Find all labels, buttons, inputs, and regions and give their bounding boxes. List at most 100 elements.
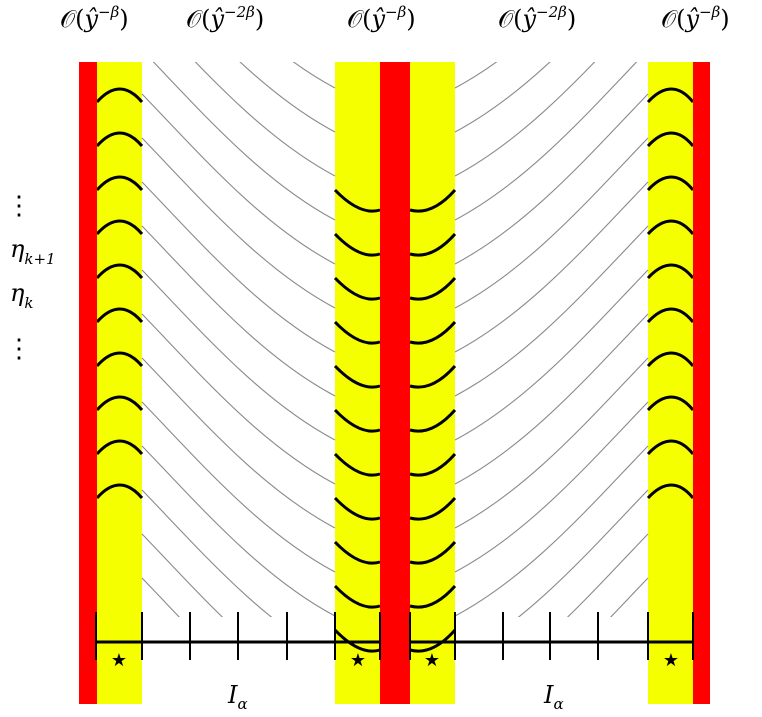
thin-curve-left [141,357,336,529]
thin-curve-left [141,533,224,617]
thin-curve-right [454,401,649,573]
thick-arc-left [95,263,144,280]
thin-curve-right [454,93,649,265]
thin-curve-left [141,577,180,617]
dots-bottom: ⋮ [6,334,32,364]
thick-arc-center-left [333,232,381,257]
thick-arc-center-left [333,276,381,301]
star-marker: ★ [111,650,127,671]
thin-curve-right [454,62,596,177]
thin-curve-right [454,62,638,221]
thin-curve-left [141,401,336,573]
thin-curve-right [454,62,498,89]
thick-level-arcs [95,87,695,653]
thick-arc-center-left [333,584,381,609]
star-marker: ★ [663,650,679,671]
thick-arc-center-left [333,452,381,477]
thick-arc-right [646,87,695,104]
thick-arc-center-left [333,188,381,213]
top-label-1: 𝒪(ŷ−β) [60,3,129,33]
thin-curve-left [141,445,336,617]
thin-level-curves [141,62,649,617]
thick-arc-center-left [333,628,381,653]
thin-curve-right [454,181,649,353]
thick-arc-left [95,439,144,456]
thick-arc-right [646,131,695,148]
top-label-3: 𝒪(ŷ−β) [347,3,416,33]
thick-arc-center-right [409,365,457,389]
thick-arc-left [95,219,144,236]
thin-curve-right [454,313,649,485]
thick-arc-center-right [409,321,457,345]
thick-arc-center-left [333,540,381,565]
thick-arc-center-right [409,409,457,433]
label-eta-k: ηk [10,279,33,312]
thick-arc-center-left [333,320,381,345]
interval-label-left: Iα [227,681,248,713]
thick-arc-right [646,307,695,324]
thick-arc-right [646,439,695,456]
thick-arc-right [646,483,695,500]
star-marker: ★ [350,650,366,671]
thick-arc-left [95,131,144,148]
thick-arc-left [95,307,144,324]
thick-arc-left [95,351,144,368]
thick-arc-center-right [409,233,457,257]
thick-arc-left [95,395,144,412]
thick-arc-center-left [333,364,381,389]
thin-curve-left [141,137,336,309]
thick-arc-right [646,175,695,192]
top-label-4: 𝒪(ŷ−2β) [498,3,576,33]
thin-curve-left [141,313,336,485]
top-labels: 𝒪(ŷ−β) 𝒪(ŷ−2β) 𝒪(ŷ−β) 𝒪(ŷ−2β) 𝒪(ŷ−β) [60,3,730,33]
axis-ticks [95,612,694,660]
band-left [97,62,142,704]
thin-curve-right [517,489,649,617]
thick-arc-center-right [409,541,457,565]
thick-arc-center-right [409,453,457,477]
thick-arc-center-right [409,277,457,301]
thin-curve-left [194,62,336,177]
thin-curve-left [141,93,336,265]
thin-curve-left [141,269,336,441]
thick-arc-center-right [409,189,457,213]
thick-arc-center-left [333,408,381,433]
band-right [648,62,693,704]
star-marker: ★ [424,650,440,671]
left-labels: ⋮ ηk+1 ηk ⋮ [6,191,56,364]
thick-arc-left [95,483,144,500]
thin-curve-right [454,269,649,441]
thin-curve-right [454,137,649,309]
thin-curve-right [454,225,649,397]
thick-arc-right [646,351,695,368]
boundary-right [693,62,710,704]
thin-curve-right [566,533,649,617]
thin-curve-right [610,577,649,617]
thick-arc-left [95,175,144,192]
interval-label-right: Iα [543,681,564,713]
thin-curve-right [454,445,649,617]
thin-curve-right [454,357,649,529]
thin-curve-left [141,225,336,397]
thin-curve-left [141,181,336,353]
star-markers: ★ ★ ★ ★ [111,650,679,671]
thin-curve-right [454,62,551,133]
interval-labels: Iα Iα [227,681,564,713]
thick-arc-center-left [333,496,381,521]
thin-curve-left [292,62,336,89]
thick-arc-center-right [409,497,457,521]
red-boundaries [79,62,710,704]
top-label-2: 𝒪(ŷ−2β) [186,3,264,33]
top-label-5: 𝒪(ŷ−β) [661,3,730,33]
thick-arc-right [646,395,695,412]
thin-curve-left [239,62,336,133]
label-eta-k-plus-1: ηk+1 [10,235,56,268]
thick-arc-center-right [409,585,457,609]
thick-arc-right [646,219,695,236]
thick-arc-right [646,263,695,280]
thin-curve-left [141,489,273,617]
boundary-center [380,62,410,704]
boundary-left [79,62,97,704]
thick-arc-center-right [409,629,457,653]
